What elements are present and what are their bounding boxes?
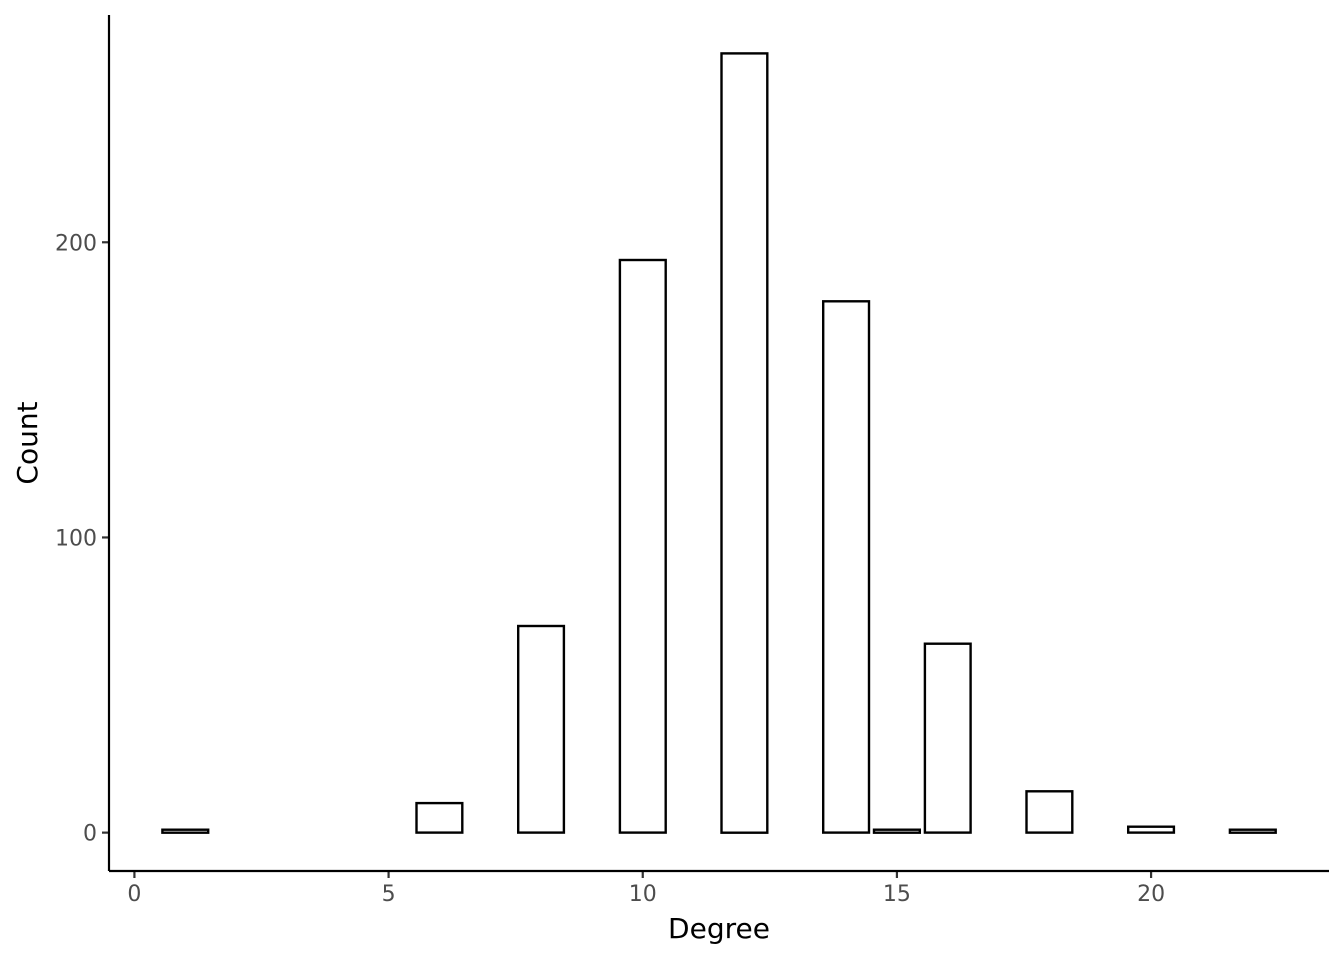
- bar-degree-16: [923, 642, 972, 834]
- bar-degree-18: [1025, 790, 1074, 834]
- y-tick-label-200: 200: [55, 231, 97, 256]
- x-tick-label-20: 20: [1137, 882, 1165, 907]
- bar-degree-22: [1228, 828, 1277, 834]
- y-axis-ticks: 0 100 200: [55, 231, 109, 847]
- x-tick-label-0: 0: [127, 882, 141, 907]
- bar-degree-6: [415, 801, 464, 834]
- bar-degree-12: [720, 52, 769, 834]
- x-tick-label-10: 10: [629, 882, 657, 907]
- x-axis-ticks: 0 5 10 15 20: [127, 871, 1165, 907]
- bar-degree-20: [1126, 825, 1176, 834]
- y-tick-label-100: 100: [55, 526, 97, 551]
- x-axis-title: Degree: [668, 912, 770, 945]
- bar-degree-10: [618, 258, 667, 834]
- bar-degree-14: [822, 300, 871, 834]
- x-tick-label-5: 5: [382, 882, 396, 907]
- y-axis-title: Count: [11, 401, 44, 484]
- bar-degree-1: [161, 828, 210, 834]
- bar-degree-15: [872, 828, 921, 834]
- bar-degree-8: [517, 624, 566, 834]
- x-tick-label-15: 15: [883, 882, 911, 907]
- bars-group: [161, 52, 1277, 834]
- y-tick-label-0: 0: [83, 822, 97, 847]
